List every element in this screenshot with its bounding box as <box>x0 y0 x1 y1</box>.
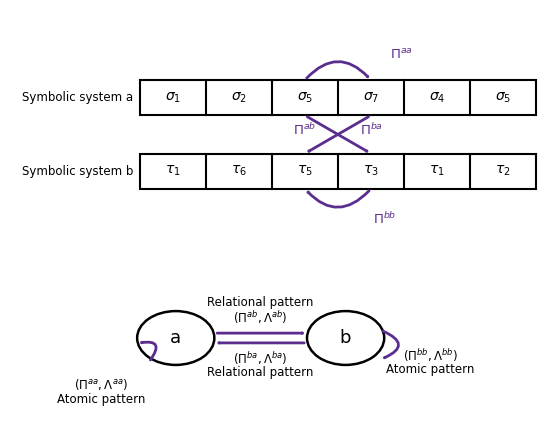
Text: $\sigma_5$: $\sigma_5$ <box>495 91 511 105</box>
Text: $\tau_1$: $\tau_1$ <box>165 164 181 178</box>
Text: Symbolic system b: Symbolic system b <box>22 165 133 178</box>
Text: $\Pi^{bb}$: $\Pi^{bb}$ <box>374 211 397 227</box>
Text: $\Pi^{ba}$: $\Pi^{ba}$ <box>360 123 382 138</box>
Text: $\tau_2$: $\tau_2$ <box>495 164 511 178</box>
FancyArrowPatch shape <box>308 191 369 207</box>
Bar <box>140 153 536 189</box>
Text: Atomic pattern: Atomic pattern <box>57 392 145 406</box>
Text: b: b <box>340 329 351 347</box>
Text: $\tau_3$: $\tau_3$ <box>363 164 379 178</box>
Text: $\sigma_2$: $\sigma_2$ <box>231 91 247 105</box>
Text: $\tau_1$: $\tau_1$ <box>429 164 445 178</box>
FancyArrowPatch shape <box>307 117 367 151</box>
FancyArrowPatch shape <box>383 331 399 358</box>
Text: $\sigma_4$: $\sigma_4$ <box>429 91 445 105</box>
Text: $\tau_5$: $\tau_5$ <box>297 164 313 178</box>
FancyArrowPatch shape <box>307 62 368 78</box>
Text: $(\Pi^{ab}, \Lambda^{ab})$: $(\Pi^{ab}, \Lambda^{ab})$ <box>233 309 288 326</box>
Text: $\sigma_7$: $\sigma_7$ <box>363 91 379 105</box>
Text: $(\Pi^{aa}, \Lambda^{aa})$: $(\Pi^{aa}, \Lambda^{aa})$ <box>74 377 128 392</box>
Text: Relational pattern: Relational pattern <box>207 296 314 309</box>
FancyArrowPatch shape <box>309 117 368 151</box>
Text: $\sigma_1$: $\sigma_1$ <box>165 91 181 105</box>
Text: Relational pattern: Relational pattern <box>207 366 314 379</box>
Text: $\Pi^{aa}$: $\Pi^{aa}$ <box>391 48 413 62</box>
Text: Atomic pattern: Atomic pattern <box>386 363 475 376</box>
Text: a: a <box>170 329 181 347</box>
Text: $\tau_6$: $\tau_6$ <box>231 164 247 178</box>
Text: $\sigma_5$: $\sigma_5$ <box>297 91 313 105</box>
Text: $\Pi^{ab}$: $\Pi^{ab}$ <box>293 123 316 138</box>
Text: $(\Pi^{bb}, \Lambda^{bb})$: $(\Pi^{bb}, \Lambda^{bb})$ <box>403 347 458 363</box>
Text: Symbolic system a: Symbolic system a <box>22 91 133 104</box>
Text: $(\Pi^{ba}, \Lambda^{ba})$: $(\Pi^{ba}, \Lambda^{ba})$ <box>233 350 288 367</box>
FancyArrowPatch shape <box>141 342 156 360</box>
Bar <box>140 80 536 116</box>
